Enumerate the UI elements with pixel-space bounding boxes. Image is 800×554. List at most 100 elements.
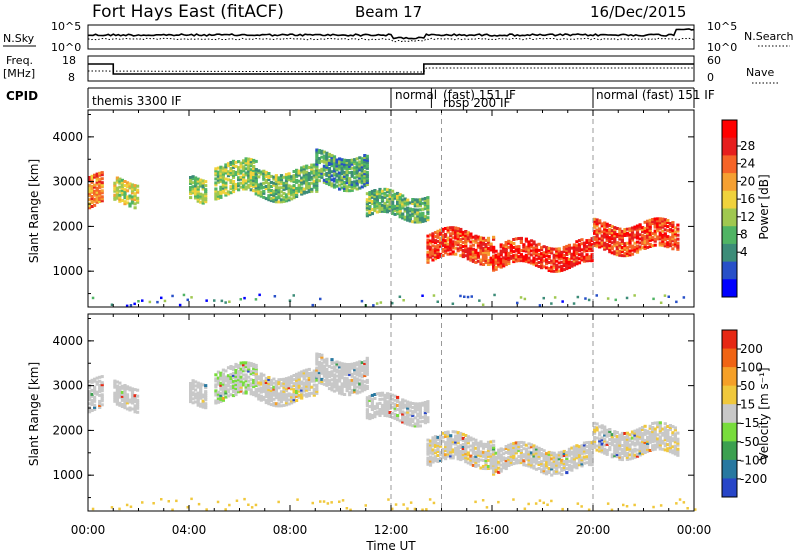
- echo-cell: [358, 156, 362, 160]
- echo-cell: [113, 187, 117, 191]
- echo-cell: [476, 451, 480, 455]
- echo-cell: [550, 451, 554, 455]
- echo-cell: [360, 365, 364, 369]
- echo-cell: [216, 400, 220, 404]
- echo-cell: [577, 253, 582, 257]
- echo-cell: [494, 465, 498, 469]
- echo-cell: [610, 251, 614, 255]
- echo-cell: [196, 399, 200, 403]
- echo-cell: [542, 459, 546, 463]
- echo-cell: [668, 446, 672, 450]
- echo-cell: [524, 451, 528, 455]
- echo-cell: [585, 239, 589, 243]
- echo-cell: [459, 240, 463, 243]
- echo-cell: [224, 187, 228, 191]
- echo-cell: [542, 467, 546, 471]
- x-tick-label: 00:00: [71, 523, 106, 537]
- echo-cell: [408, 209, 412, 213]
- echo-cell: [252, 165, 256, 168]
- echo-cell: [537, 446, 541, 450]
- echo-cell: [615, 245, 619, 249]
- ground-scatter-cell: [91, 296, 95, 300]
- echo-cell: [486, 448, 491, 452]
- echo-cell: [365, 158, 369, 162]
- echo-cell: [658, 243, 662, 247]
- echo-cell: [360, 167, 364, 171]
- echo-cell: [363, 360, 367, 363]
- echo-cell: [368, 193, 372, 196]
- echo-cell: [224, 169, 228, 173]
- echo-cell: [593, 439, 597, 443]
- echo-cell: [436, 244, 440, 247]
- echo-cell: [247, 369, 251, 373]
- echo-cell: [661, 439, 665, 443]
- echo-cell: [123, 396, 127, 400]
- echo-cell: [113, 183, 117, 187]
- echo-cell: [370, 202, 374, 205]
- echo-cell: [360, 175, 364, 179]
- echo-cell: [603, 225, 607, 229]
- cbar-tick-label: 20: [740, 174, 755, 188]
- echo-cell: [673, 436, 677, 440]
- echo-cell: [575, 462, 579, 466]
- echo-cell: [630, 456, 635, 460]
- echo-cell: [532, 446, 536, 450]
- echo-cell: [542, 457, 546, 461]
- echo-cell: [608, 432, 612, 435]
- echo-cell: [284, 395, 289, 399]
- cbar-tick-label: 12: [740, 210, 755, 224]
- echo-cell: [656, 217, 660, 221]
- echo-cell: [449, 252, 453, 256]
- echo-cell: [247, 171, 251, 175]
- echo-cell: [471, 251, 475, 255]
- echo-cell: [194, 196, 198, 200]
- echo-cell: [272, 377, 276, 381]
- echo-cell: [88, 402, 92, 406]
- echo-cell: [315, 354, 319, 358]
- echo-cell: [572, 451, 576, 455]
- echo-cell: [295, 399, 299, 402]
- echo-cell: [661, 221, 665, 225]
- echo-cell: [100, 195, 104, 199]
- echo-cell: [264, 395, 268, 399]
- echo-cell: [383, 401, 387, 405]
- echo-cell: [643, 451, 647, 454]
- echo-cell: [433, 449, 438, 453]
- echo-cell: [603, 439, 607, 443]
- echo-cell: [436, 437, 440, 441]
- echo-cell: [474, 240, 478, 244]
- echo-cell: [282, 381, 286, 385]
- echo-cell: [411, 406, 415, 409]
- echo-cell: [406, 420, 410, 424]
- echo-cell: [237, 184, 241, 188]
- echo-cell: [507, 241, 511, 245]
- echo-cell: [547, 269, 551, 272]
- echo-cell: [537, 448, 541, 452]
- echo-cell: [471, 447, 475, 451]
- echo-cell: [274, 200, 278, 204]
- echo-cell: [608, 448, 612, 452]
- echo-cell: [489, 446, 493, 450]
- echo-cell: [585, 257, 589, 261]
- echo-cell: [603, 235, 607, 239]
- echo-cell: [628, 439, 632, 443]
- echo-cell: [638, 245, 642, 249]
- echo-cell: [618, 455, 622, 459]
- ground-scatter-cell: [538, 304, 542, 307]
- echo-cell: [489, 448, 493, 452]
- echo-cell: [247, 177, 251, 181]
- echo-cell: [486, 252, 491, 256]
- echo-cell: [502, 258, 506, 262]
- echo-cell: [459, 248, 463, 252]
- echo-cell: [653, 243, 657, 247]
- echo-cell: [613, 448, 617, 452]
- echo-cell: [234, 379, 238, 382]
- echo-cell: [274, 394, 278, 398]
- echo-cell: [224, 387, 228, 391]
- echo-cell: [603, 433, 607, 437]
- echo-cell: [653, 447, 657, 451]
- echo-cell: [330, 158, 334, 162]
- echo-cell: [279, 174, 284, 178]
- echo-cell: [136, 394, 140, 398]
- echo-cell: [671, 231, 675, 235]
